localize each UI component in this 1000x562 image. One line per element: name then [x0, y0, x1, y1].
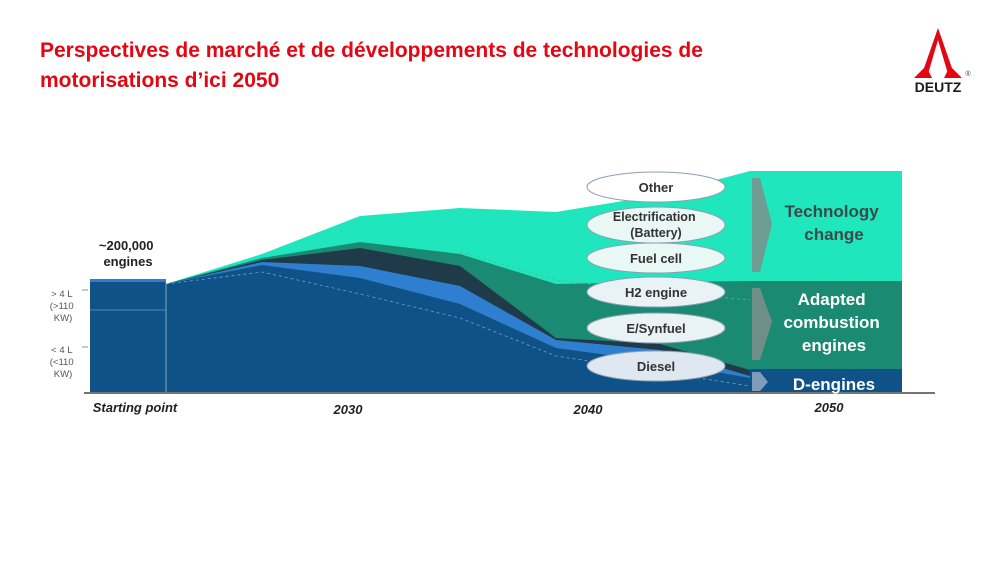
group-label-technology-change: Technology change	[785, 202, 884, 244]
x-tick-labels: Starting point 2030 2040 2050	[93, 400, 844, 417]
tech-oval-efuel: E/Synfuel	[586, 312, 726, 344]
starting-bar-rect	[90, 280, 166, 392]
chevron-right-icon	[752, 178, 772, 272]
group-label-d-engines: D-engines	[793, 375, 875, 394]
tech-label-electrification-line2: (Battery)	[630, 226, 681, 240]
tech-oval-diesel: Diesel	[586, 350, 726, 382]
group-label-adapted-combustion-line2: combustion	[783, 313, 879, 332]
segment-label-large: > 4 L (>110 KW)	[50, 289, 77, 324]
logo-registered-mark: ®	[965, 70, 971, 78]
group-label-adapted-combustion: Adapted combustion engines	[783, 290, 884, 355]
segment-label-large-line3: KW)	[54, 313, 72, 324]
tech-oval-efuel-shape	[586, 312, 726, 344]
tech-label-h2-engine: H2 engine	[625, 285, 687, 300]
deutz-logo: DEUTZ ®	[906, 28, 971, 95]
tech-label-electrification-line1: Electrification	[613, 210, 696, 224]
segment-label-small-line2: (<110	[50, 357, 74, 368]
tech-oval-electrification: Electrification (Battery)	[586, 206, 726, 244]
segment-label-large-line1: > 4 L	[51, 289, 72, 300]
starting-bar-label-line2: engines	[103, 254, 152, 269]
tech-label-other: Other	[639, 180, 674, 195]
x-tick-2030: 2030	[333, 402, 364, 417]
starting-bar-top-line	[90, 279, 166, 282]
tech-oval-h2-engine: H2 engine	[586, 276, 726, 308]
tech-label-fuel-cell: Fuel cell	[630, 251, 682, 266]
x-tick-2050: 2050	[814, 400, 845, 415]
tech-oval-other-shape	[586, 171, 726, 203]
starting-bar-label-line1: ~200,000	[99, 238, 154, 253]
tech-oval-other: Other	[586, 171, 726, 203]
logo-text: DEUTZ	[915, 79, 962, 95]
dashed-guide-1	[165, 271, 751, 387]
group-label-technology-change-line2: change	[804, 225, 864, 244]
bracket-d-engines	[752, 372, 768, 391]
tech-oval-diesel-shape	[586, 350, 726, 382]
chevron-right-icon	[752, 372, 768, 391]
starting-bar-label: ~200,000 engines	[99, 238, 157, 269]
tech-oval-fuel-cell-shape	[586, 242, 726, 274]
x-tick-starting-point: Starting point	[93, 400, 178, 415]
area-d-engines	[750, 369, 902, 392]
bracket-technology-change	[752, 178, 772, 272]
tech-label-diesel: Diesel	[637, 359, 675, 374]
starting-bar	[90, 279, 166, 392]
tech-oval-h2-engine-shape	[586, 276, 726, 308]
tech-label-electrification: Electrification (Battery)	[613, 210, 699, 240]
bracket-adapted-combustion	[752, 288, 772, 360]
tech-oval-fuel-cell: Fuel cell	[586, 242, 726, 274]
area-diesel	[166, 265, 902, 392]
group-label-technology-change-line1: Technology	[785, 202, 880, 221]
x-tick-2040: 2040	[573, 402, 604, 417]
segment-label-small-line1: < 4 L	[51, 345, 72, 356]
segment-label-small: < 4 L (<110 KW)	[50, 345, 77, 380]
chevron-right-icon	[752, 288, 772, 360]
page-title: Perspectives de marché et de développeme…	[40, 39, 703, 92]
group-label-adapted-combustion-line1: Adapted	[798, 290, 866, 309]
deutz-mountain-icon	[914, 28, 962, 78]
group-label-adapted-combustion-line3: engines	[802, 336, 866, 355]
tech-label-efuel: E/Synfuel	[626, 321, 685, 336]
segment-label-small-line3: KW)	[54, 369, 72, 380]
segment-label-large-line2: (>110	[50, 301, 74, 312]
